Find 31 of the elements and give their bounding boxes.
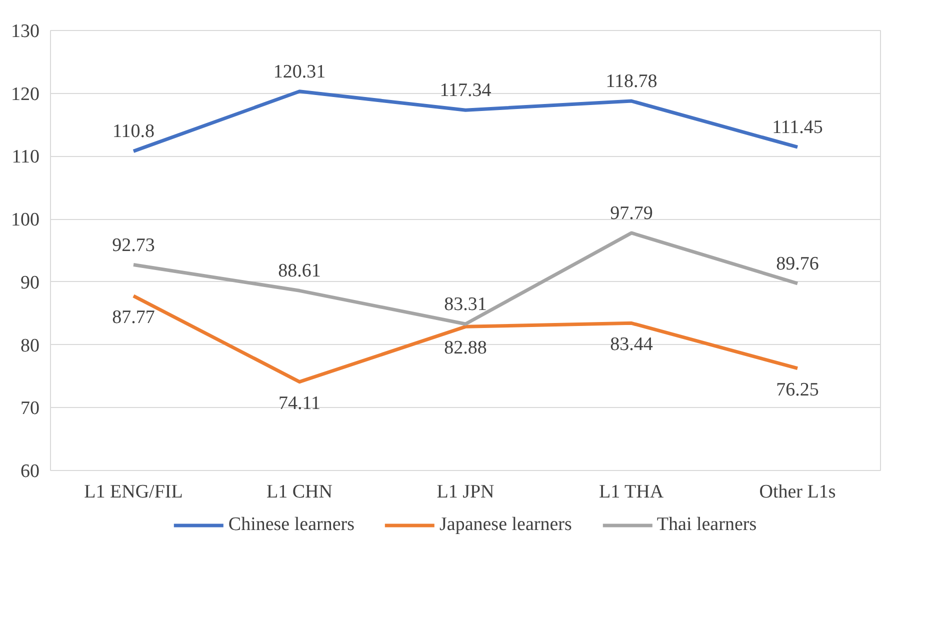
x-tick-label: L1 THA	[599, 482, 664, 502]
y-tick-label: 110	[12, 146, 40, 168]
data-label: 97.79	[610, 202, 653, 224]
data-label: 88.61	[278, 260, 321, 282]
data-label: 83.44	[610, 334, 654, 356]
x-tick-label: Other L1s	[759, 482, 836, 502]
legend-label: Thai learners	[656, 514, 757, 536]
y-tick-label: 60	[20, 461, 40, 482]
data-label: 120.31	[273, 61, 326, 82]
data-label: 74.11	[278, 392, 321, 414]
x-tick-label: L1 JPN	[436, 482, 495, 502]
data-label: 92.73	[112, 234, 155, 256]
data-label: 118.78	[606, 71, 658, 92]
legend-label: Chinese learners	[228, 514, 354, 536]
data-label: 89.76	[776, 253, 819, 274]
y-tick-label: 80	[20, 335, 40, 356]
y-tick-label: 70	[20, 398, 40, 420]
data-label: 110.8	[112, 121, 155, 142]
y-tick-label: 90	[20, 272, 40, 294]
y-tick-label: 130	[11, 21, 40, 42]
data-label: 117.34	[440, 80, 492, 102]
data-label: 76.25	[776, 379, 819, 400]
data-label: 83.31	[444, 294, 487, 315]
data-label: 111.45	[772, 117, 823, 138]
data-label: 87.77	[112, 306, 155, 328]
x-tick-label: L1 ENG/FIL	[84, 482, 183, 502]
y-tick-label: 120	[11, 84, 40, 105]
data-label: 82.88	[444, 338, 487, 359]
y-tick-label: 100	[11, 210, 40, 231]
legend-label: Japanese learners	[439, 514, 572, 536]
x-tick-label: L1 CHN	[266, 482, 333, 502]
